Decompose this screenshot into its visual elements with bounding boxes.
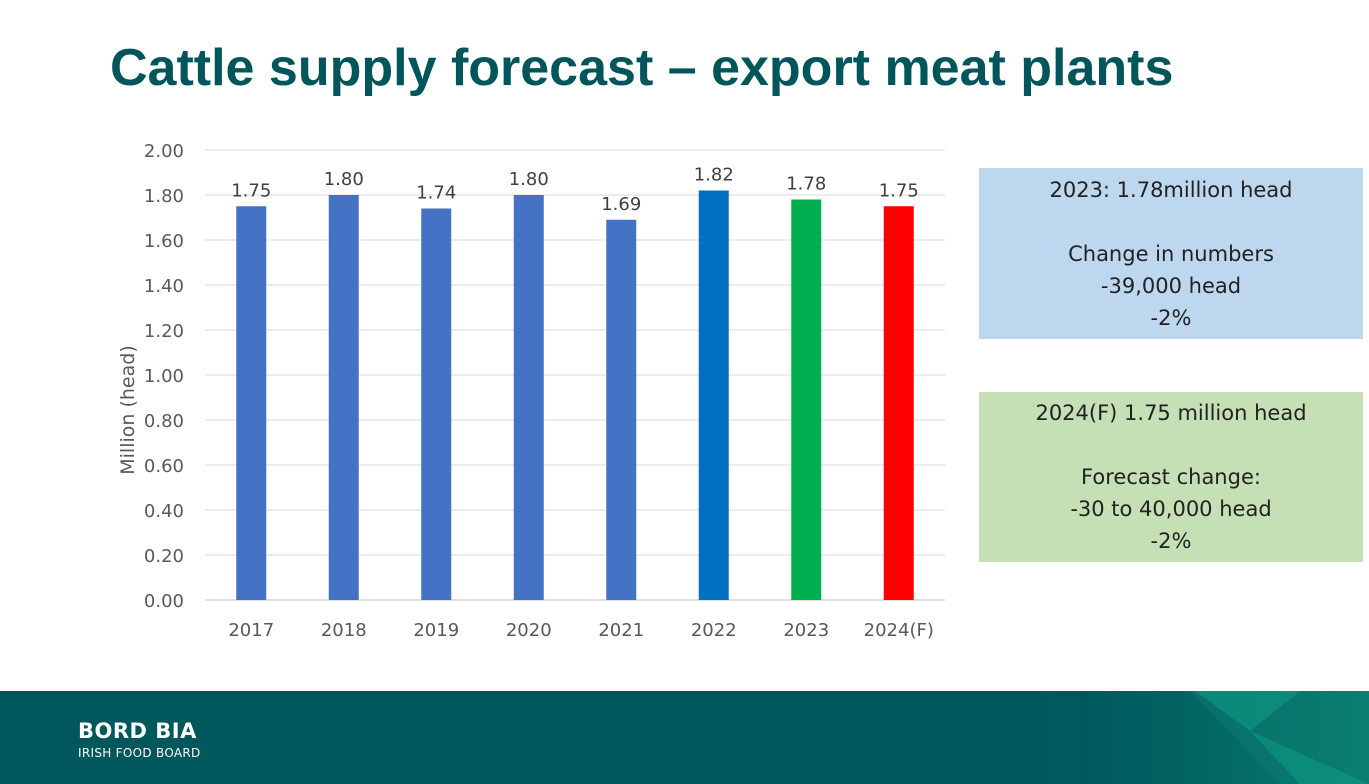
data-label: 1.75: [879, 180, 919, 201]
bar: [236, 206, 267, 600]
y-axis-label: Million (head): [117, 345, 139, 474]
x-tick-label: 2022: [691, 620, 737, 641]
chart-bars: [236, 190, 914, 600]
y-tick-label: 0.00: [144, 591, 184, 612]
bar: [606, 219, 637, 600]
logo-sub-text: IRISH FOOD BOARD: [78, 746, 201, 760]
y-tick-label: 0.40: [144, 501, 184, 522]
chart-data-labels: 1.75 1.80 1.74 1.80 1.69 1.82 1.78 1.75: [231, 165, 919, 215]
bord-bia-logo: BORD BIA IRISH FOOD BOARD: [78, 719, 201, 760]
data-label: 1.74: [416, 183, 456, 204]
y-tick-label: 1.60: [144, 231, 184, 252]
x-tick-label: 2023: [783, 620, 829, 641]
data-label: 1.80: [324, 169, 364, 190]
y-tick-label: 1.40: [144, 276, 184, 297]
x-tick-label: 2020: [506, 620, 552, 641]
x-tick-label: 2024(F): [864, 620, 934, 641]
y-tick-label: 1.20: [144, 321, 184, 342]
chart-gridlines: [205, 149, 945, 601]
bar: [421, 208, 452, 600]
bar: [513, 195, 544, 600]
chart-x-ticks: 2017 2018 2019 2020 2021 2022 2023 2024(F): [228, 620, 934, 641]
x-tick-label: 2021: [598, 620, 644, 641]
bar: [328, 195, 359, 600]
info-box-2024-change-pct: -2%: [1150, 529, 1192, 553]
slide-title: Cattle supply forecast – export meat pla…: [110, 39, 1174, 97]
y-tick-label: 1.00: [144, 366, 184, 387]
bar: [791, 199, 822, 600]
data-label: 1.80: [509, 169, 549, 190]
y-tick-label: 1.80: [144, 186, 184, 207]
y-tick-label: 0.60: [144, 456, 184, 477]
bar-chart: 1.75 1.80 1.74 1.80 1.69 1.82 1.78 1.75 0.00 0.2…: [117, 141, 945, 641]
y-tick-label: 2.00: [144, 141, 184, 162]
info-box-2024-subtitle: Forecast change:: [1081, 465, 1261, 489]
x-tick-label: 2017: [228, 620, 274, 641]
info-box-2024-headline: 2024(F) 1.75 million head: [1035, 401, 1307, 425]
info-box-2024: 2024(F) 1.75 million head Forecast chang…: [979, 392, 1363, 562]
info-box-2023-subtitle: Change in numbers: [1068, 242, 1274, 266]
chart-y-ticks: 0.00 0.20 0.40 0.60 0.80 1.00 1.20 1.40 1.60 1.80…: [144, 141, 184, 612]
info-box-2023: 2023: 1.78million head Change in numbers…: [979, 168, 1363, 339]
data-label: 1.75: [231, 180, 271, 201]
data-label: 1.69: [601, 194, 641, 215]
data-label: 1.78: [786, 174, 826, 195]
info-box-2023-change-head: -39,000 head: [1100, 274, 1242, 298]
info-box-2023-change-pct: -2%: [1150, 306, 1192, 330]
y-tick-label: 0.20: [144, 546, 184, 567]
bar: [883, 206, 914, 600]
data-label: 1.82: [694, 165, 734, 186]
logo-main-text: BORD BIA: [78, 719, 197, 743]
y-tick-label: 0.80: [144, 411, 184, 432]
info-box-2024-change-head: -30 to 40,000 head: [1070, 497, 1272, 521]
x-tick-label: 2019: [413, 620, 459, 641]
footer-bar: BORD BIA IRISH FOOD BOARD: [0, 691, 1369, 784]
bar: [698, 190, 729, 600]
x-tick-label: 2018: [321, 620, 367, 641]
info-box-2023-headline: 2023: 1.78million head: [1049, 178, 1293, 202]
footer-decoration: [1000, 691, 1369, 784]
